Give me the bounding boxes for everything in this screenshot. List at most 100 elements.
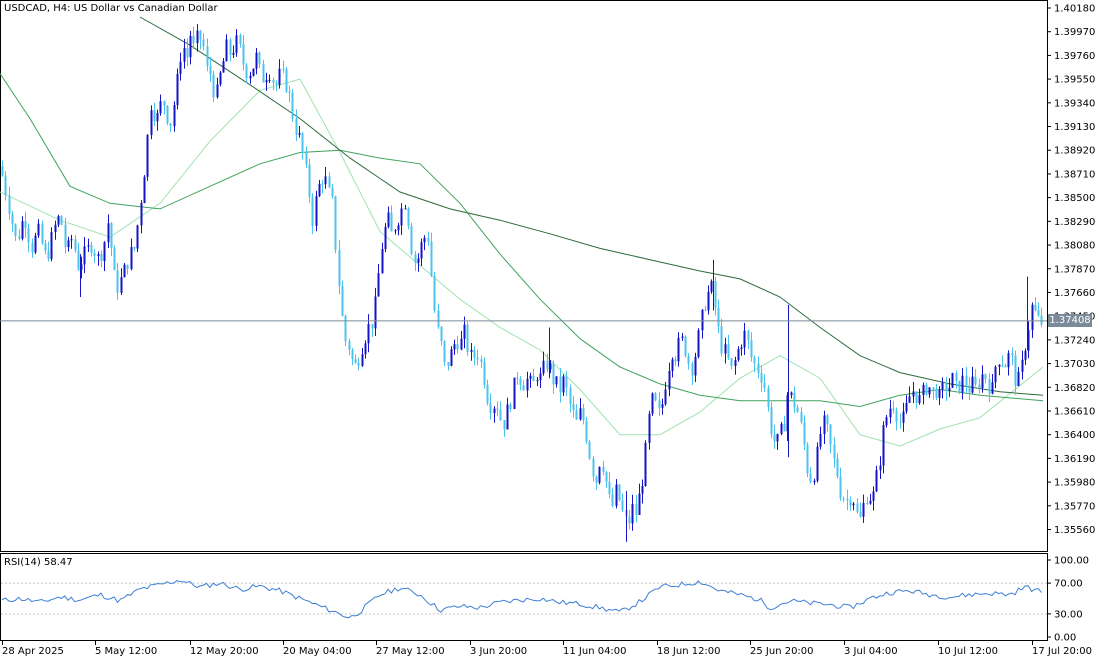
- candle-body: [918, 395, 921, 404]
- candle-body: [324, 176, 327, 185]
- y-tick-label: 1.36190: [1054, 454, 1095, 465]
- candle-body: [150, 110, 153, 136]
- candle-body: [374, 296, 377, 329]
- candle-body: [651, 393, 654, 414]
- candle-body: [869, 500, 872, 504]
- candle-body: [301, 133, 304, 153]
- candle-body: [476, 357, 479, 360]
- candle-body: [961, 375, 964, 393]
- candle-body: [64, 224, 67, 248]
- candle-body: [361, 354, 364, 366]
- candle-body: [44, 243, 47, 251]
- candle-body: [833, 444, 836, 459]
- candle-body: [282, 68, 285, 70]
- y-tick-label: 1.39970: [1054, 27, 1095, 38]
- candle-body: [770, 407, 773, 435]
- candle-body: [592, 458, 595, 477]
- candle-body: [265, 80, 268, 83]
- candle-body: [687, 355, 690, 364]
- candle-body: [308, 164, 311, 197]
- candle-body: [420, 242, 423, 259]
- candle-body: [470, 350, 473, 352]
- candle-body: [321, 183, 324, 185]
- candle-body: [839, 476, 842, 499]
- candle-body: [793, 392, 796, 408]
- candle-body: [249, 75, 252, 79]
- candle-body: [407, 208, 410, 227]
- candle-body: [991, 382, 994, 394]
- x-tick-label: 10 Jul 12:00: [938, 646, 998, 657]
- candle-body: [575, 410, 578, 420]
- ma-slow-line: [139, 16, 1044, 396]
- candle-body: [229, 39, 232, 55]
- candle-body: [110, 223, 113, 249]
- x-tick-label: 28 Apr 2025: [2, 646, 64, 657]
- candle-body: [849, 500, 852, 506]
- candle-body: [717, 307, 720, 327]
- candle-body: [219, 72, 222, 85]
- rsi-panel-frame: [0, 553, 1048, 641]
- candle-body: [915, 391, 918, 404]
- candle-body: [565, 376, 568, 388]
- candle-body: [173, 105, 176, 127]
- candle-body: [486, 384, 489, 404]
- candle-body: [315, 196, 318, 226]
- candle-body: [344, 315, 347, 342]
- candle-body: [552, 363, 555, 385]
- candle-body: [14, 224, 17, 236]
- candle-body: [506, 404, 509, 430]
- candle-body: [77, 250, 80, 270]
- candle-body: [1021, 359, 1024, 372]
- candle-body: [701, 309, 704, 331]
- candle-body: [275, 82, 278, 85]
- candle-body: [268, 80, 271, 82]
- candle-body: [381, 249, 384, 274]
- candle-body: [813, 480, 816, 483]
- candle-body: [668, 371, 671, 390]
- candle-body: [598, 467, 601, 483]
- candle-body: [902, 411, 905, 423]
- candle-body: [192, 35, 195, 44]
- candle-body: [120, 277, 123, 293]
- candle-body: [753, 357, 756, 364]
- candle-body: [889, 408, 892, 418]
- candle-body: [740, 347, 743, 350]
- candle-body: [932, 387, 935, 391]
- candle-body: [859, 511, 862, 517]
- candle-body: [311, 196, 314, 226]
- candle-body: [757, 363, 760, 374]
- candle-body: [994, 366, 997, 383]
- candle-body: [809, 473, 812, 483]
- candle-body: [126, 264, 129, 269]
- candle-body: [450, 349, 453, 366]
- candle-body: [974, 376, 977, 385]
- candle-body: [27, 228, 30, 243]
- candle-body: [829, 424, 832, 445]
- y-tick-label: 1.39550: [1054, 75, 1095, 86]
- candle-body: [615, 484, 618, 506]
- candle-body: [516, 377, 519, 379]
- candle-body: [123, 264, 126, 278]
- candle-body: [608, 481, 611, 495]
- candle-body: [348, 341, 351, 350]
- candle-body: [387, 212, 390, 227]
- candle-body: [400, 208, 403, 226]
- candle-body: [354, 359, 357, 363]
- ma-mid-line: [0, 73, 1044, 408]
- x-tick-label: 3 Jul 04:00: [844, 646, 898, 657]
- candle-body: [18, 235, 21, 239]
- candle-body: [928, 387, 931, 395]
- candle-body: [836, 458, 839, 477]
- candle-body: [767, 387, 770, 408]
- y-tick-label: 1.35980: [1054, 478, 1095, 489]
- candle-body: [1034, 304, 1037, 311]
- candle-body: [37, 223, 40, 236]
- candle-body: [856, 503, 859, 512]
- candle-body: [559, 376, 562, 393]
- candle-body: [998, 364, 1001, 367]
- candle-body: [842, 498, 845, 500]
- moving-averages: [0, 16, 1044, 447]
- candle-body: [611, 494, 614, 506]
- y-tick-label: 1.39340: [1054, 98, 1095, 109]
- candle-body: [800, 412, 803, 422]
